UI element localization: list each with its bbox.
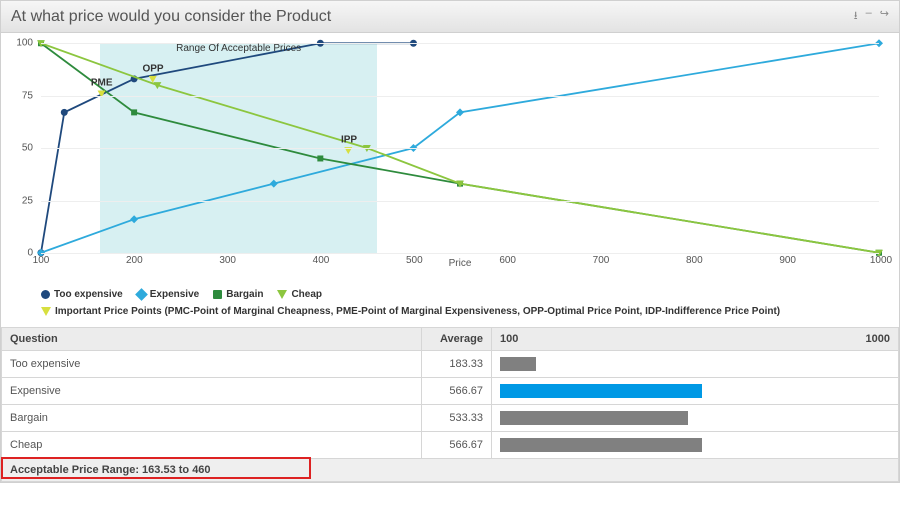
panel-header: At what price would you consider the Pro… [1,1,899,33]
row-average: 566.67 [422,432,492,459]
download-icon[interactable]: ⭳ [854,7,858,26]
y-tick: 25 [22,195,33,206]
x-tick: 700 [593,255,610,266]
plot-area: Range Of Acceptable Prices PME OPP IPP [41,43,879,253]
table-row: Cheap566.67 [2,432,899,459]
row-bar [500,438,702,452]
table-row: Bargain533.33 [2,405,899,432]
y-tick: 75 [22,90,33,101]
x-tick: 100 [33,255,50,266]
table-row: Too expensive183.33 [2,351,899,378]
y-tick: 100 [16,38,33,49]
summary-table: Question Average 100 1000 Too expensive1… [1,327,899,482]
x-axis-label: Price [449,258,472,269]
row-average: 533.33 [422,405,492,432]
share-icon[interactable]: ↪ [880,7,889,26]
legend-too_expensive[interactable]: Too expensive [41,287,123,302]
row-bar-cell [492,378,899,405]
acceptable-range: Acceptable Price Range: 163.53 to 460 [2,459,899,482]
panel-tools: ⭳ – ↪ [854,7,889,26]
tool-divider: – [866,7,872,26]
price-sensitivity-panel: At what price would you consider the Pro… [0,0,900,483]
legend-expensive[interactable]: Expensive [137,287,199,302]
col-range: 100 1000 [492,328,899,351]
row-average: 183.33 [422,351,492,378]
row-bar [500,357,536,371]
price-point-OPP: OPP [142,63,163,74]
van-westendorp-chart: 0255075100 Range Of Acceptable PricesPME… [1,33,899,283]
footer-row: Acceptable Price Range: 163.53 to 460 [2,459,899,482]
legend-important: Important Price Points (PMC-Point of Mar… [41,304,780,319]
row-average: 566.67 [422,378,492,405]
panel-title: At what price would you consider the Pro… [11,8,331,26]
price-point-IPP: IPP [341,135,357,146]
col-question: Question [2,328,422,351]
chart-legend: Too expensive Expensive Bargain Cheap Impor… [1,283,899,327]
x-tick: 400 [313,255,330,266]
x-tick: 600 [499,255,516,266]
row-bar-cell [492,432,899,459]
row-label: Cheap [2,432,422,459]
row-bar [500,384,702,398]
x-tick: 800 [686,255,703,266]
col-average: Average [422,328,492,351]
row-bar [500,411,688,425]
row-bar-cell [492,405,899,432]
x-tick: 900 [779,255,796,266]
table-row: Expensive566.67 [2,378,899,405]
row-label: Expensive [2,378,422,405]
range-label: Range Of Acceptable Prices [176,43,301,54]
x-tick: 500 [406,255,423,266]
x-tick: 200 [126,255,143,266]
x-axis: Price 1002003004005006007008009001000 [41,255,879,269]
row-label: Bargain [2,405,422,432]
y-axis: 0255075100 [1,43,37,253]
row-label: Too expensive [2,351,422,378]
y-tick: 50 [22,143,33,154]
table-header-row: Question Average 100 1000 [2,328,899,351]
row-bar-cell [492,351,899,378]
price-point-PME: PME [91,78,113,89]
x-tick: 1000 [870,255,892,266]
legend-bargain[interactable]: Bargain [213,287,263,302]
x-tick: 300 [219,255,236,266]
legend-cheap[interactable]: Cheap [277,287,322,302]
